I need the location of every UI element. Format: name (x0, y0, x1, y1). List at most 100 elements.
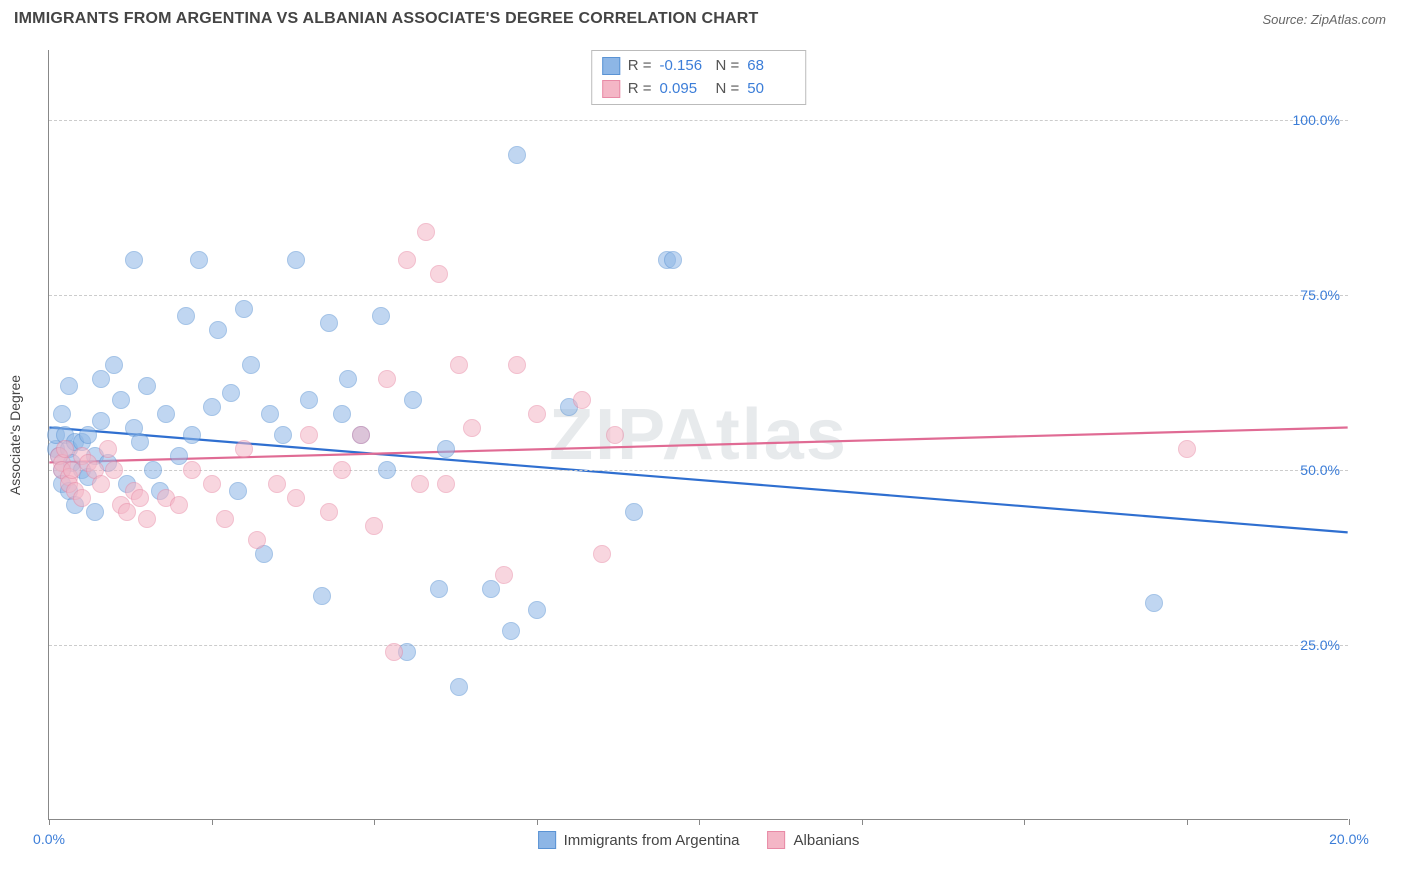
scatter-point (463, 419, 481, 437)
series-legend: Immigrants from Argentina Albanians (538, 831, 860, 849)
x-tick-label: 0.0% (33, 831, 65, 847)
x-tick (699, 819, 700, 825)
scatter-point (320, 503, 338, 521)
n-value: 68 (747, 55, 795, 78)
y-tick-label: 75.0% (1300, 287, 1340, 303)
scatter-point (385, 643, 403, 661)
scatter-point (131, 489, 149, 507)
scatter-point (365, 517, 383, 535)
scatter-point (144, 461, 162, 479)
scatter-point (593, 545, 611, 563)
scatter-point (378, 461, 396, 479)
chart-plot-area: Associate's Degree ZIPAtlas R =-0.156N =… (48, 50, 1348, 820)
watermark-text: ZIPAtlas (549, 394, 848, 476)
scatter-point (1145, 594, 1163, 612)
r-value: 0.095 (660, 78, 708, 101)
y-tick-label: 50.0% (1300, 462, 1340, 478)
scatter-point (183, 426, 201, 444)
scatter-point (203, 475, 221, 493)
scatter-point (495, 566, 513, 584)
scatter-point (203, 398, 221, 416)
scatter-point (502, 622, 520, 640)
scatter-point (528, 601, 546, 619)
scatter-point (625, 503, 643, 521)
legend-label-albanians: Albanians (794, 832, 860, 849)
scatter-point (450, 678, 468, 696)
legend-swatch-albanians (768, 831, 786, 849)
scatter-point (287, 251, 305, 269)
source-attribution: Source: ZipAtlas.com (1262, 12, 1386, 27)
stats-swatch (602, 80, 620, 98)
scatter-point (92, 475, 110, 493)
scatter-point (112, 391, 130, 409)
scatter-point (300, 391, 318, 409)
scatter-point (450, 356, 468, 374)
scatter-point (372, 307, 390, 325)
stats-swatch (602, 57, 620, 75)
x-tick (537, 819, 538, 825)
scatter-point (437, 440, 455, 458)
r-label: R = (628, 55, 652, 78)
scatter-point (313, 587, 331, 605)
x-tick (1024, 819, 1025, 825)
x-tick (49, 819, 50, 825)
scatter-point (300, 426, 318, 444)
scatter-point (352, 426, 370, 444)
scatter-point (131, 433, 149, 451)
n-label: N = (716, 78, 740, 101)
legend-item-albanians: Albanians (768, 831, 860, 849)
scatter-point (177, 307, 195, 325)
x-tick (862, 819, 863, 825)
scatter-point (229, 482, 247, 500)
gridline (49, 645, 1348, 646)
scatter-point (437, 475, 455, 493)
scatter-point (86, 503, 104, 521)
chart-title: IMMIGRANTS FROM ARGENTINA VS ALBANIAN AS… (14, 10, 759, 28)
scatter-point (138, 510, 156, 528)
scatter-point (482, 580, 500, 598)
scatter-point (333, 405, 351, 423)
scatter-point (235, 300, 253, 318)
scatter-point (170, 496, 188, 514)
y-axis-label: Associate's Degree (7, 374, 23, 494)
scatter-point (417, 223, 435, 241)
n-label: N = (716, 55, 740, 78)
r-label: R = (628, 78, 652, 101)
scatter-point (60, 377, 78, 395)
scatter-point (125, 251, 143, 269)
x-tick-label: 20.0% (1329, 831, 1369, 847)
scatter-point (274, 426, 292, 444)
scatter-point (573, 391, 591, 409)
scatter-point (664, 251, 682, 269)
stats-row: R = -0.156 N = 68 (602, 55, 796, 78)
scatter-point (242, 356, 260, 374)
scatter-point (79, 426, 97, 444)
scatter-point (118, 503, 136, 521)
legend-label-argentina: Immigrants from Argentina (564, 832, 740, 849)
scatter-point (339, 370, 357, 388)
y-tick-label: 100.0% (1293, 112, 1340, 128)
x-tick (1349, 819, 1350, 825)
x-tick (212, 819, 213, 825)
scatter-point (222, 384, 240, 402)
scatter-point (92, 370, 110, 388)
scatter-point (53, 405, 71, 423)
scatter-point (430, 265, 448, 283)
scatter-point (268, 475, 286, 493)
scatter-point (261, 405, 279, 423)
scatter-point (333, 461, 351, 479)
trend-lines-layer (49, 50, 1348, 819)
scatter-point (508, 356, 526, 374)
scatter-point (99, 440, 117, 458)
scatter-point (183, 461, 201, 479)
scatter-point (528, 405, 546, 423)
gridline (49, 295, 1348, 296)
r-value: -0.156 (660, 55, 708, 78)
scatter-point (105, 461, 123, 479)
scatter-point (287, 489, 305, 507)
scatter-point (430, 580, 448, 598)
x-tick (374, 819, 375, 825)
scatter-point (138, 377, 156, 395)
scatter-point (235, 440, 253, 458)
stats-row: R =0.095N =50 (602, 78, 796, 101)
